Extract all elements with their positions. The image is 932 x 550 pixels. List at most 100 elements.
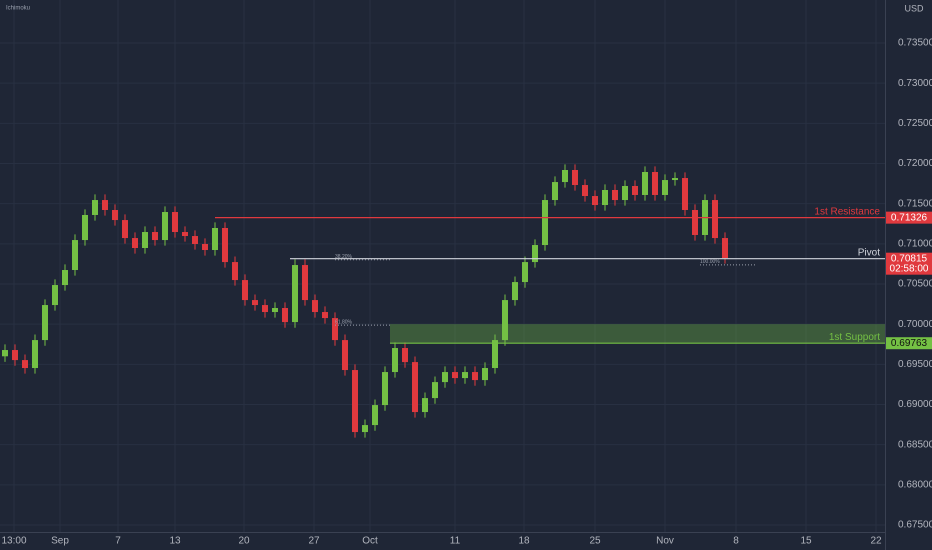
candle-body	[162, 212, 168, 241]
price-tag-label: 0.69763	[891, 338, 928, 349]
price-tag	[886, 211, 932, 224]
x-tick-label: 13:00	[1, 536, 26, 547]
candle-body	[452, 372, 458, 379]
candle-body	[22, 360, 28, 369]
candle-body	[312, 300, 318, 313]
candle-body	[342, 340, 348, 371]
candle-body	[262, 305, 268, 313]
price-tag	[886, 252, 932, 275]
candle-body	[332, 318, 338, 341]
y-tick-label: 0.70000	[898, 319, 932, 330]
y-tick-label: 0.69500	[898, 359, 932, 370]
candle-body	[132, 238, 138, 249]
candle-body	[482, 368, 488, 381]
x-tick-label: 20	[238, 536, 250, 547]
candle-body	[662, 180, 668, 195]
candle-body	[2, 350, 8, 357]
x-tick-label: 7	[115, 536, 121, 547]
support-zone	[390, 324, 885, 344]
y-tick-label: 0.71000	[898, 238, 932, 249]
candle-body	[572, 169, 578, 186]
candle-body	[532, 245, 538, 263]
candle-body	[552, 182, 558, 201]
y-tick-label: 0.72500	[898, 118, 932, 129]
candle-body	[462, 372, 468, 379]
y-tick-label: 0.71500	[898, 198, 932, 209]
x-tick-label: Nov	[656, 536, 674, 547]
x-tick-label: 22	[870, 536, 882, 547]
candle-body	[362, 425, 368, 433]
candle-body	[172, 212, 178, 233]
candle-body	[222, 228, 228, 263]
candle-body	[32, 340, 38, 369]
candle-body	[202, 243, 208, 251]
candle-body	[522, 262, 528, 283]
candle-body	[562, 169, 568, 183]
x-tick-label: 25	[589, 536, 601, 547]
fib-label: 61.80%	[335, 319, 353, 325]
level-name: 1st Resistance	[814, 206, 880, 217]
candle-body	[542, 200, 548, 246]
candle-body	[252, 300, 258, 306]
candle-body	[642, 172, 648, 195]
candle-body	[632, 185, 638, 195]
x-tick-label: Sep	[51, 536, 69, 547]
candle-body	[442, 372, 448, 383]
level-name: 1st Support	[829, 332, 880, 343]
candle-body	[382, 372, 388, 406]
candle-body	[102, 200, 108, 211]
candle-body	[582, 185, 588, 197]
y-tick-label: 0.72000	[898, 158, 932, 169]
x-tick-label: Oct	[362, 536, 378, 547]
candle-body	[192, 236, 198, 244]
candle-body	[502, 300, 508, 341]
candle-body	[422, 398, 428, 413]
candle-body	[712, 200, 718, 239]
candle-body	[112, 210, 118, 221]
x-tick-label: 8	[733, 536, 739, 547]
candle-body	[352, 370, 358, 433]
candle-body	[612, 190, 618, 201]
candle-body	[672, 178, 678, 181]
candle-body	[472, 372, 478, 381]
y-tick-label: 0.73000	[898, 78, 932, 89]
price-tag-label: 0.70815	[891, 253, 928, 264]
y-tick-label: 0.68000	[898, 479, 932, 490]
candle-body	[372, 405, 378, 426]
candle-body	[692, 210, 698, 235]
countdown-label: 02:58:00	[890, 263, 929, 274]
price-tag-label: 0.71326	[891, 212, 928, 223]
candle-body	[282, 308, 288, 323]
candle-body	[62, 270, 68, 286]
y-tick-label: 0.69000	[898, 399, 932, 410]
fib-label: 100.00%	[700, 259, 720, 265]
candle-body	[142, 232, 148, 249]
candle-body	[212, 228, 218, 251]
x-tick-label: 15	[800, 536, 812, 547]
candle-body	[12, 350, 18, 361]
grid	[0, 0, 885, 532]
candle-body	[432, 382, 438, 399]
y-tick-label: 0.67500	[898, 520, 932, 531]
candle-body	[302, 265, 308, 301]
candle-body	[152, 232, 158, 241]
candle-body	[402, 348, 408, 363]
candle-body	[52, 285, 58, 306]
candle-body	[182, 232, 188, 237]
candle-body	[292, 265, 298, 323]
x-tick-label: 18	[518, 536, 530, 547]
candle-body	[492, 340, 498, 369]
candle-body	[322, 312, 328, 319]
plot-area	[2, 164, 885, 438]
x-tick-label: 27	[308, 536, 320, 547]
candle-body	[232, 262, 238, 281]
candle-body	[82, 214, 88, 241]
candle-body	[42, 305, 48, 341]
level-name: Pivot	[858, 247, 880, 258]
candle-body	[682, 178, 688, 211]
y-tick-label: 0.70500	[898, 279, 932, 290]
candle-body	[412, 362, 418, 413]
currency-label: USD	[904, 3, 924, 13]
